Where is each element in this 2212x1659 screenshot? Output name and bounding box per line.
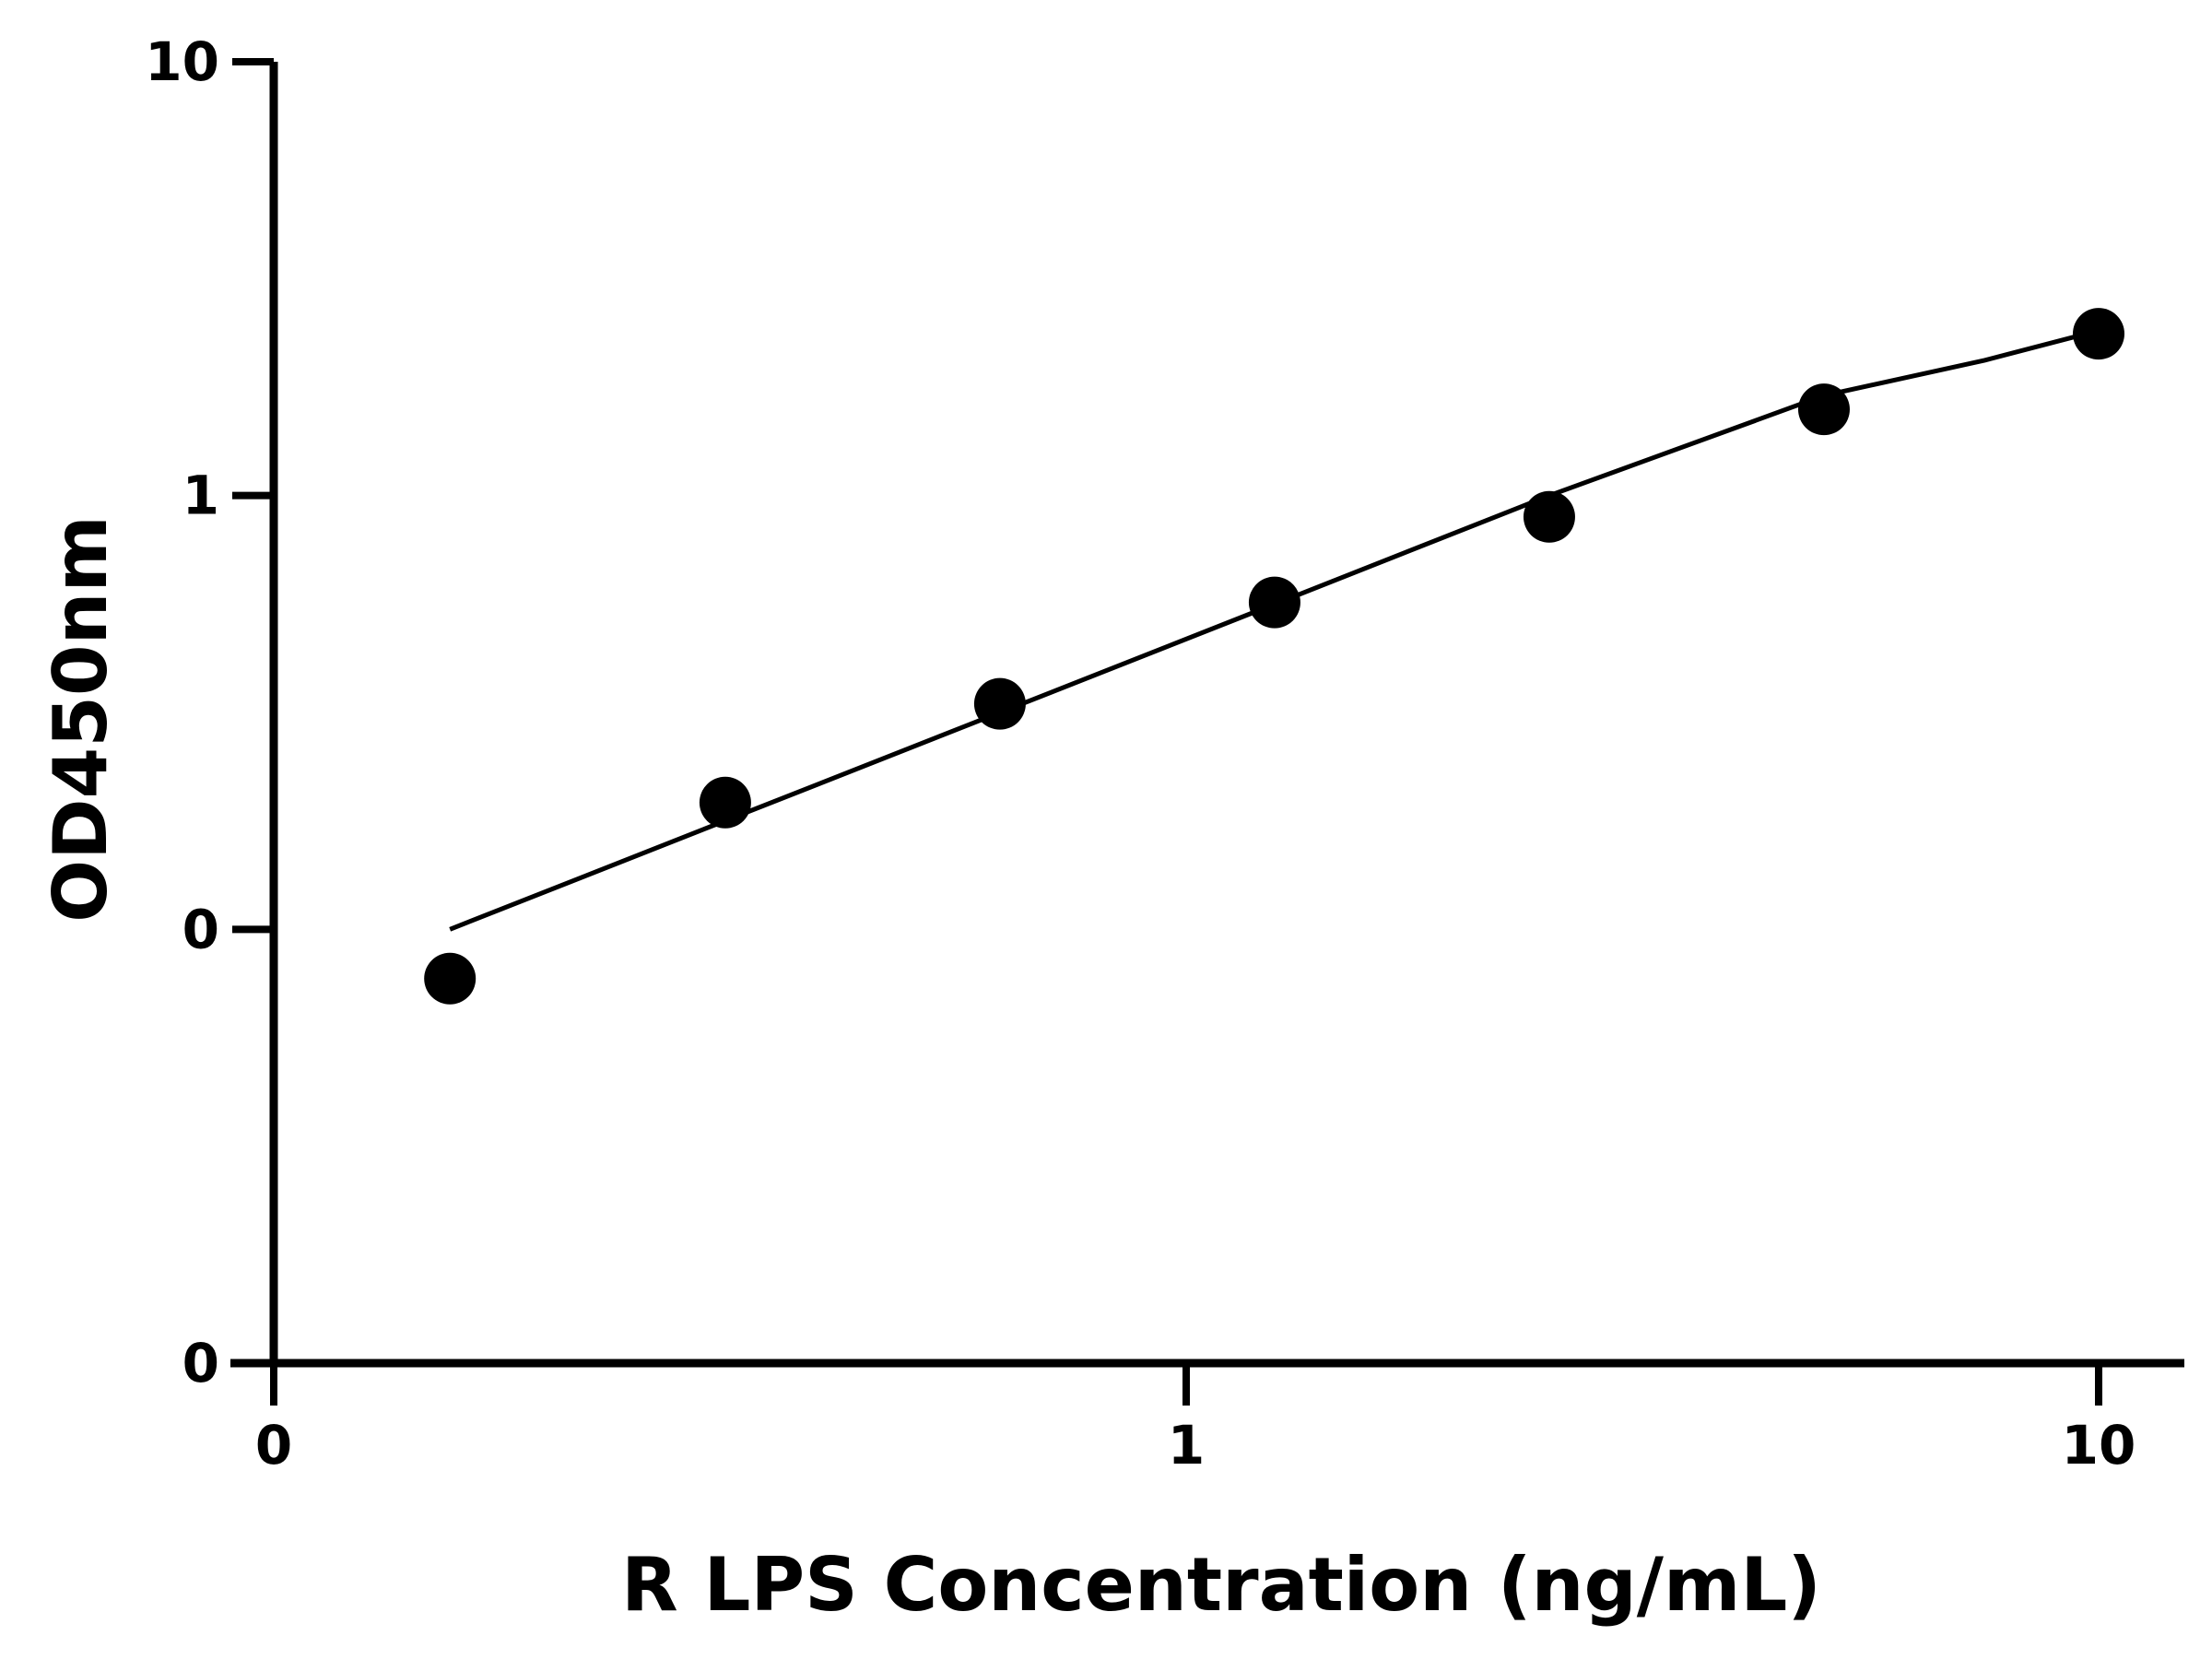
y-tick-label: 0	[182, 1332, 219, 1394]
data-point	[1248, 576, 1300, 629]
x-axis-title: R LPS Concentration (ng/mL)	[621, 1542, 1821, 1628]
y-tick-label: 0	[182, 898, 219, 960]
data-point	[973, 677, 1026, 730]
fit-curve-line	[449, 328, 2100, 932]
y-tick-label: 1	[182, 465, 219, 527]
fit-curve-group	[449, 328, 2100, 932]
axes	[230, 62, 2184, 1368]
data-point	[424, 952, 477, 1005]
x-tick-label: 10	[2062, 1414, 2136, 1477]
x-tick-label: 0	[255, 1414, 292, 1477]
y-tick-label: 10	[145, 30, 219, 93]
x-tick-label: 1	[1168, 1414, 1205, 1477]
data-points	[424, 308, 2124, 1005]
data-point	[2073, 308, 2124, 360]
data-point	[1523, 490, 1575, 543]
data-point	[699, 776, 751, 829]
y-axis-title: OD450nm	[38, 515, 124, 923]
data-point	[1797, 383, 1850, 436]
